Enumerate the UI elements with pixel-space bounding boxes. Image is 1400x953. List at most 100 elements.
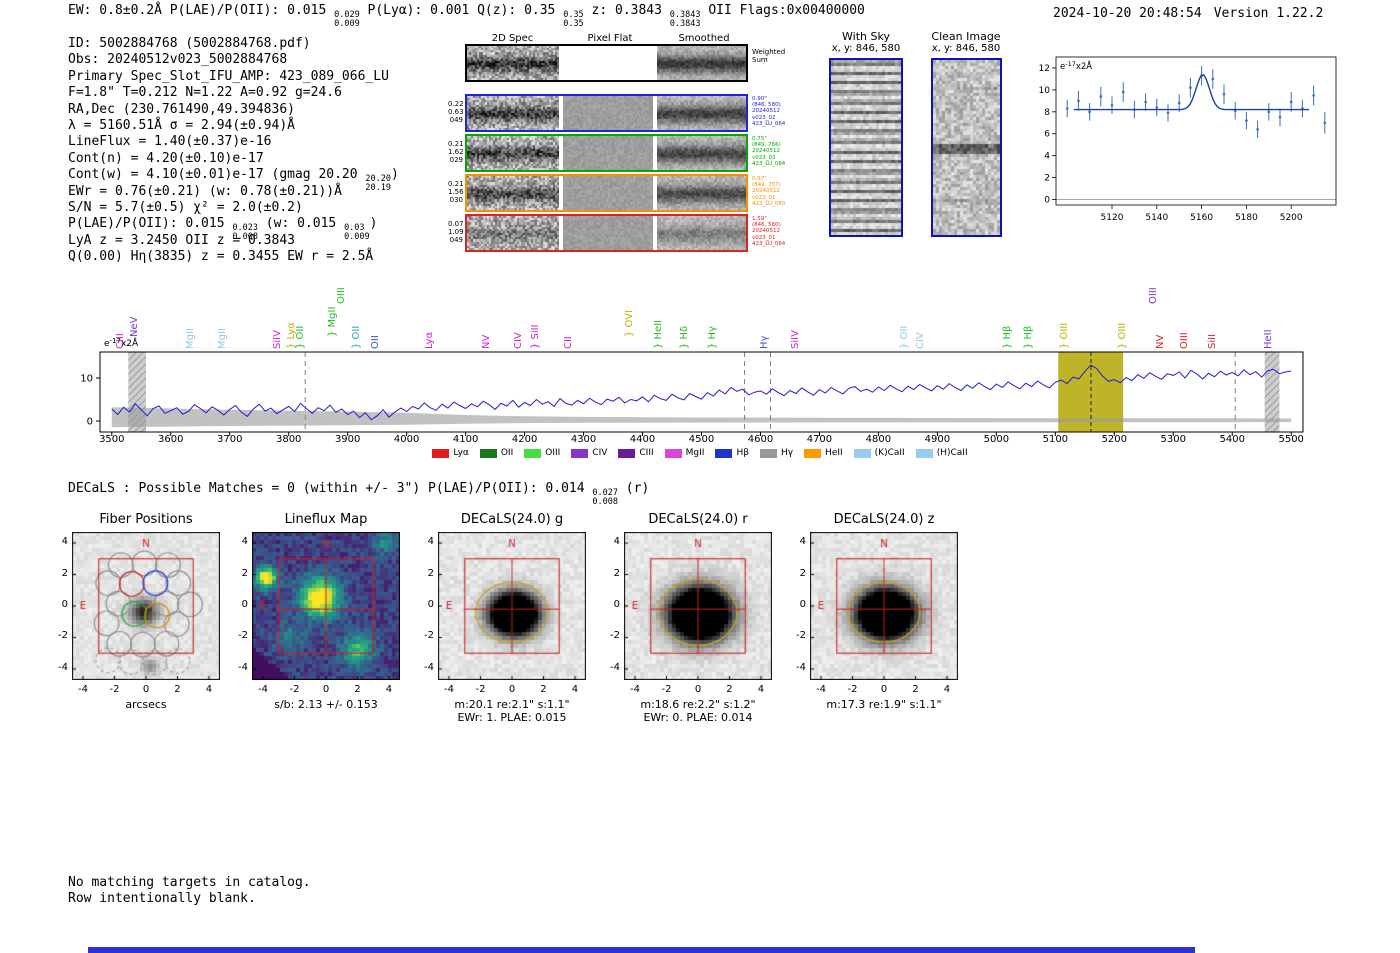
- cutout-panel-decals: DECaLS(24.0) r -4 -4 -2 -2 0 0 2 2 4 4 m:18.6 re:2.…: [586, 508, 806, 724]
- y-tick-label: 2: [61, 567, 68, 579]
- stack-upper: 0.023: [232, 223, 258, 234]
- spec2d-col-header: 2D Spec: [491, 33, 534, 44]
- legend-swatch: [715, 448, 733, 458]
- weight-value: 1.62: [448, 148, 464, 156]
- x-tick-label: 4100: [453, 434, 478, 444]
- y-tick-label: 6: [1044, 130, 1050, 140]
- legend-label: (K)CaII: [874, 448, 905, 458]
- legend-swatch: [804, 448, 822, 458]
- panel-caption: m:18.6 re:2.2" s:1.2": [640, 698, 756, 711]
- annotation-line: 20240512: [752, 148, 780, 155]
- stack-lower: 0.009: [344, 231, 370, 242]
- text-run: ID: 5002884768 (5002884768.pdf): [68, 36, 311, 51]
- fiber-annotation: 0.90" (846, 580) 20240512 v023_02 423_LU_064: [752, 96, 798, 127]
- info-line: ID: 5002884768 (5002884768.pdf): [68, 36, 399, 52]
- spec2d-row: [465, 94, 748, 132]
- x-tick-label: 4: [571, 684, 579, 695]
- weighted-sum-line: Weighted: [752, 48, 786, 56]
- axis-label: arcsecs: [125, 698, 167, 711]
- y-tick-label: -4: [796, 661, 806, 673]
- legend-item: CIV: [571, 448, 607, 458]
- legend-swatch: [432, 448, 450, 458]
- y-tick-label: 2: [613, 567, 620, 579]
- annotation-line: 20240512: [752, 188, 780, 195]
- x-tick-label: 2: [726, 684, 733, 695]
- weight-value: 049: [449, 116, 463, 124]
- x-tick-label: 4: [205, 684, 213, 695]
- x-tick-label: 5100: [1043, 434, 1068, 444]
- stack-lower: 0.3843: [669, 18, 701, 29]
- stack-lower: 0.35: [563, 18, 584, 29]
- decals-match-line: DECaLS : Possible Matches = 0 (within +/…: [68, 481, 649, 506]
- info-line: Cont(w) = 4.10(±0.01)e-17 (gmag 20.20 20…: [68, 167, 399, 192]
- x-tick-label: 2: [540, 684, 547, 695]
- spec2d-stamp: [657, 46, 746, 80]
- spec2d-stamp: [467, 46, 559, 80]
- clean-image-panel: Clean Image x, y: 846, 580: [923, 30, 1009, 241]
- line-fit-plot: 0 2 4 6 8 10 12 5120 5140 5160 5180 5200 e-17x2Å: [1039, 56, 1337, 223]
- panel-image: [438, 532, 586, 680]
- spec2d-stamp: [563, 216, 653, 250]
- annotation-line: (849, 766): [752, 142, 781, 149]
- legend-label: Hγ: [780, 448, 794, 458]
- report-timestamp: 2024-10-20 20:48:54: [1053, 6, 1202, 21]
- annotation-line: 0.90": [752, 96, 767, 102]
- annotation-line: 423_LU_083: [752, 200, 786, 207]
- spec2d-col-header: Smoothed: [678, 33, 730, 44]
- cutout-panel-lineflux: Lineflux Map -4 -4 -2 -2 0 0 2 2 4 4 s/b: 2.13 +/- …: [214, 508, 434, 723]
- text-run: (r): [617, 481, 650, 496]
- annotation-line: 20240512: [752, 108, 780, 115]
- weight-value: 0.63: [448, 108, 464, 116]
- x-tick-label: 2: [912, 684, 919, 695]
- y-tick-label: 0: [427, 599, 434, 610]
- info-line: Primary Spec_Slot_IFU_AMP: 423_089_066_L…: [68, 69, 399, 85]
- text-run: LineFlux = 1.40(±0.37)e-16: [68, 134, 272, 150]
- y-tick-label: -4: [238, 661, 248, 673]
- info-line: Cont(n) = 4.20(±0.10)e-17: [68, 151, 399, 167]
- stacked-value: 0.3843 0.3843: [670, 11, 701, 28]
- spec2d-row: [465, 134, 748, 172]
- text-run: Cont(n) = 4.20(±0.10)e-17: [68, 150, 264, 166]
- legend-label: OII: [500, 448, 514, 458]
- stack-lower: 0.008: [592, 496, 618, 507]
- info-line: LyA z = 3.2450 OII z = 0.3843: [68, 233, 399, 249]
- x-tick-label: 0: [694, 684, 702, 695]
- info-line: P(LAE)/P(OII): 0.015 0.023 0.008 (w: 0.01…: [68, 216, 399, 241]
- spec2d-stamp: [657, 176, 746, 210]
- x-tick-label: 5500: [1278, 434, 1303, 444]
- x-tick-label: 5400: [1220, 434, 1245, 444]
- weight-value: 049: [449, 236, 463, 244]
- annotation-line: 0.97": [752, 176, 767, 182]
- weight-value: 1.56: [448, 188, 464, 196]
- stacked-value: 20.20 20.19: [365, 175, 391, 192]
- text-run: P(LAE)/P(OII): 0.015: [68, 216, 233, 232]
- x-tick-label: 5160: [1190, 213, 1213, 223]
- legend-swatch: [853, 448, 871, 458]
- header-meta: 2024-10-20 20:48:54 Version 1.22.2: [1053, 6, 1335, 21]
- text-run: ): [391, 167, 399, 183]
- stack-upper: 0.03: [344, 223, 365, 234]
- x-tick-label: 3900: [335, 434, 360, 444]
- fiber-weights: 0.21 1.56 030: [448, 180, 464, 204]
- panel-caption: s/b: 2.13 +/- 0.153: [274, 698, 378, 711]
- annotation-line: v023_02: [752, 114, 776, 121]
- x-tick-label: -2: [475, 684, 486, 695]
- x-tick-label: -2: [847, 684, 858, 695]
- legend-item: Hγ: [759, 448, 794, 458]
- y-tick-label: -2: [796, 630, 806, 642]
- y-axis-label: e-17x2Å: [104, 337, 139, 349]
- clean-image-title: Clean Image: [931, 30, 1001, 43]
- y-tick-label: 10: [80, 374, 93, 385]
- x-tick-label: -4: [258, 684, 268, 695]
- legend-item: OIII: [524, 448, 560, 458]
- fiber-weights: 0.22 0.63 049: [448, 100, 464, 124]
- x-tick-label: -4: [630, 684, 640, 695]
- full-spectrum-chart: 3500 3600 3700 3800 3900 4000 4100 4200 4300 4400…: [80, 337, 1304, 444]
- y-tick-label: 4: [1044, 152, 1050, 162]
- legend-label: OIII: [545, 448, 561, 458]
- x-tick-label: 3700: [217, 434, 242, 444]
- legend-item: OII: [479, 448, 514, 458]
- annotation-line: v023_01: [752, 194, 776, 201]
- stack-lower: 0.009: [334, 18, 360, 29]
- legend-swatch: [479, 448, 497, 458]
